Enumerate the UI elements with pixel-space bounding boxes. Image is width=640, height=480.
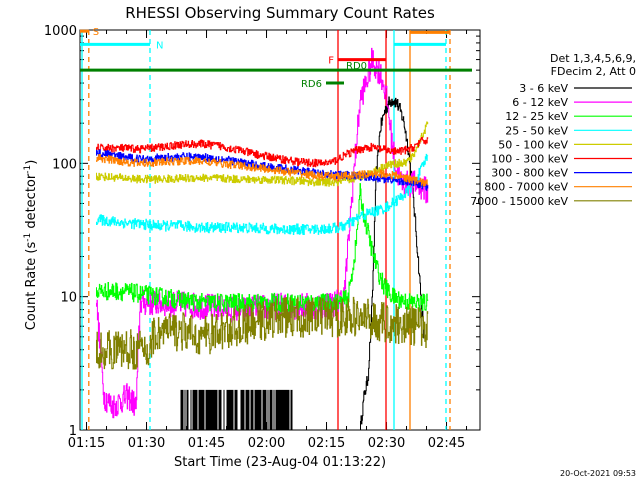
plot-area: 01:15 01:30 01:45 02:00 02:15 02:30 02:45 1 10 10… xyxy=(44,24,481,451)
legend-header: FDecim 2, Att 0 xyxy=(551,65,636,78)
legend-label: 800 - 7000 keV xyxy=(484,181,568,194)
series-line xyxy=(96,153,429,235)
y-tick-label: 10 xyxy=(60,291,77,306)
annotation-label: RD6 xyxy=(301,79,322,90)
legend-label: 50 - 100 keV xyxy=(498,138,568,151)
series-line xyxy=(96,183,429,313)
x-axis-label: Start Time (23-Aug-04 01:13:22) xyxy=(174,455,386,470)
annotation-label: S xyxy=(93,27,99,38)
y-tick-label: 1 xyxy=(69,424,77,439)
footer-timestamp: 20-Oct-2021 09:53 xyxy=(560,469,636,478)
annotation-label: F xyxy=(328,56,334,67)
x-tick-label: 02:45 xyxy=(428,436,465,451)
series-bursts xyxy=(180,389,293,430)
x-tick-label: 01:30 xyxy=(128,436,165,451)
legend-label: 300 - 800 keV xyxy=(491,167,568,180)
legend-label: 12 - 25 keV xyxy=(505,110,568,123)
annotation-label: RD0 xyxy=(346,61,367,72)
legend-label: 3 - 6 keV xyxy=(519,82,568,95)
y-tick-label: 1000 xyxy=(44,24,77,39)
series-line xyxy=(96,137,429,168)
legend-header: Det 1,3,4,5,6,9, xyxy=(550,52,636,65)
series-line xyxy=(360,96,425,431)
chart-title: RHESSI Observing Summary Count Rates xyxy=(125,4,435,22)
x-tick-label: 01:15 xyxy=(68,436,105,451)
x-tick-label: 01:45 xyxy=(188,436,225,451)
legend-label: 6 - 12 keV xyxy=(512,96,568,109)
series-line xyxy=(96,296,429,370)
legend-label: 25 - 50 keV xyxy=(505,124,568,137)
legend: Det 1,3,4,5,6,9,FDecim 2, Att 0 3 - 6 keV… xyxy=(470,52,636,208)
y-tick-label: 100 xyxy=(52,157,77,172)
series-line xyxy=(96,47,429,419)
legend-label: 7000 - 15000 keV xyxy=(470,195,568,208)
y-axis-label: Count Rate (s-1 detector-1) xyxy=(23,160,39,331)
series-line xyxy=(96,154,429,187)
annotation-label: N xyxy=(156,40,163,51)
legend-label: 100 - 300 keV xyxy=(491,153,568,166)
x-tick-label: 02:15 xyxy=(308,436,345,451)
x-tick-label: 02:30 xyxy=(368,436,405,451)
x-tick-label: 02:00 xyxy=(248,436,285,451)
